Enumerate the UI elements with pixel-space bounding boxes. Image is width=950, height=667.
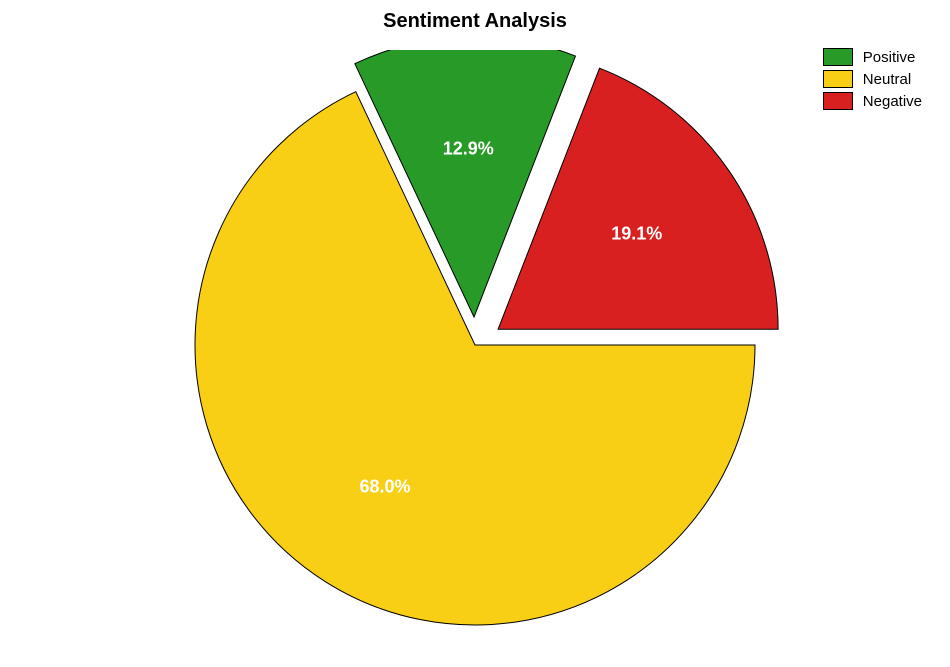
legend-item-positive: Positive (823, 48, 922, 66)
legend-label-neutral: Neutral (863, 71, 911, 88)
slice-label-negative: 19.1% (611, 224, 662, 245)
slice-label-positive: 12.9% (443, 139, 494, 160)
legend-item-negative: Negative (823, 92, 922, 110)
slice-label-neutral: 68.0% (359, 476, 410, 497)
legend-swatch-negative (823, 92, 853, 110)
legend-item-neutral: Neutral (823, 70, 922, 88)
legend-label-positive: Positive (863, 49, 916, 66)
pie-chart: 68.0% 12.9% 19.1% (0, 50, 950, 662)
legend-swatch-positive (823, 48, 853, 66)
legend-swatch-neutral (823, 70, 853, 88)
legend: Positive Neutral Negative (823, 48, 922, 114)
chart-title: Sentiment Analysis (0, 10, 950, 33)
legend-label-negative: Negative (863, 93, 922, 110)
